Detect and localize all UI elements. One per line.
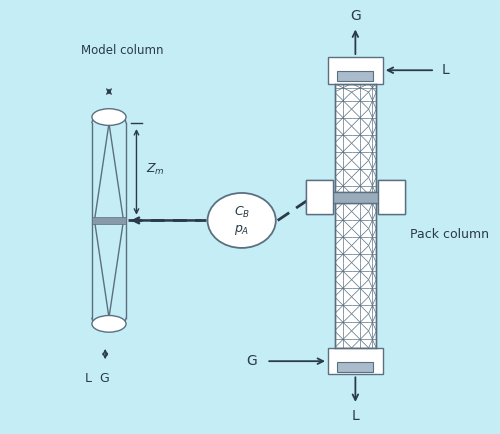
Text: $Z_m$: $Z_m$ [146,161,165,177]
Bar [338,71,374,81]
Text: Model column: Model column [80,44,163,57]
Bar [378,180,404,214]
Ellipse shape [92,316,126,332]
Bar [328,57,383,83]
Text: $p_A$: $p_A$ [234,223,250,237]
Text: Pack column: Pack column [410,228,490,241]
Bar [330,191,380,203]
Text: L: L [442,63,450,77]
Ellipse shape [92,108,126,125]
Bar [334,83,376,348]
Bar [306,180,332,214]
Text: G: G [246,354,258,368]
Text: G: G [350,9,361,23]
Bar [378,180,404,214]
Bar [338,362,374,372]
Text: L: L [352,408,360,423]
Bar [330,191,380,203]
Ellipse shape [208,193,276,248]
Bar [306,180,332,214]
Text: $C_B$: $C_B$ [234,205,250,220]
Text: L  G: L G [85,372,110,385]
Bar [92,217,126,224]
Bar [328,348,383,375]
